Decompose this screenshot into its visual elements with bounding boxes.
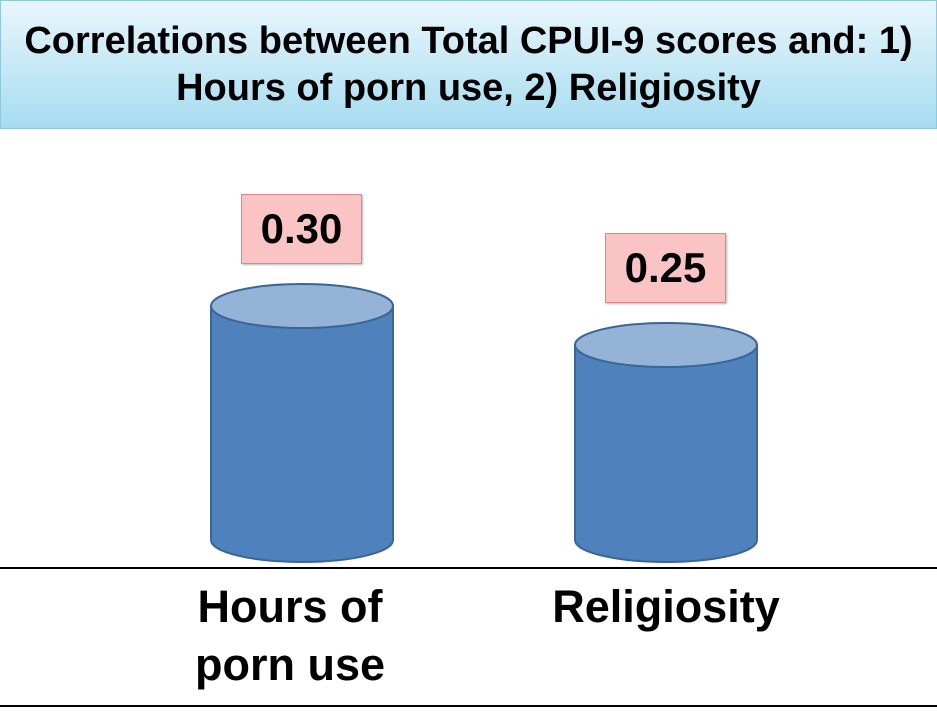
cylinder xyxy=(210,283,394,563)
cylinder xyxy=(574,322,758,563)
x-tick-label: Religiosity xyxy=(552,581,780,632)
value-label: 0.30 xyxy=(241,194,362,264)
cylinder-top xyxy=(210,283,394,329)
x-tick-label: Hours of porn use xyxy=(194,581,386,690)
cylinder-body xyxy=(574,344,758,563)
value-label: 0.25 xyxy=(605,233,726,303)
chart-title: Correlations between Total CPUI-9 scores… xyxy=(24,19,913,109)
title-band: Correlations between Total CPUI-9 scores… xyxy=(0,0,937,129)
cylinder-top xyxy=(574,322,758,368)
cylinder-body xyxy=(210,305,394,563)
